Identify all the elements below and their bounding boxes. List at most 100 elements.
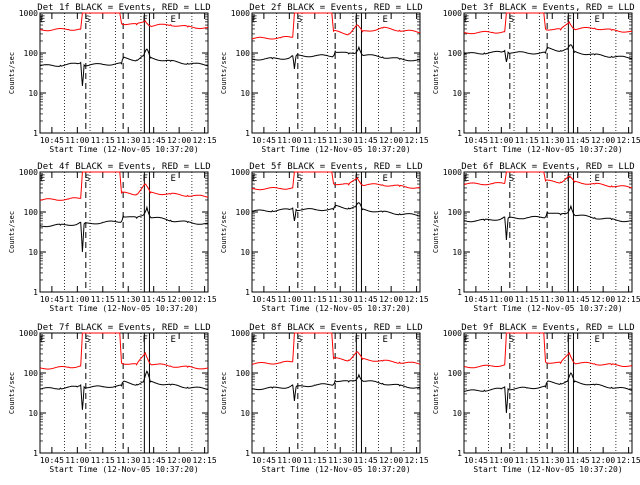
marker-e: E [252,174,257,184]
x-tick-label: 11:15 [303,295,327,304]
panel-title: Det 9f BLACK = Events, RED = LLD [461,323,634,333]
series-events-line [40,205,209,253]
y-tick-label: 1 [33,129,38,138]
series-events-line [39,48,209,87]
x-tick-label: 11:30 [116,456,140,465]
x-axis-label: Start Time (12-Nov-05 10:37:20) [49,145,198,154]
marker-s: S [297,335,302,345]
y-tick-label: 1 [245,449,250,458]
x-axis-label: Start Time (12-Nov-05 10:37:20) [261,145,410,154]
series-lld-line [251,12,421,40]
plot-frame [463,332,633,454]
panel-9: Det 9f BLACK = Events, RED = LLD 1 10 100 10… [432,323,640,474]
plot-frame [251,171,421,293]
y-tick-label: 1000 [443,9,462,18]
marker-f: F [567,335,572,345]
x-tick-label: 12:00 [591,456,615,465]
marker-f: F [567,174,572,184]
x-tick-label: 12:15 [405,456,429,465]
panel-title: Det 7f BLACK = Events, RED = LLD [37,323,210,333]
marker-e: E [464,335,469,345]
x-tick-label: 11:30 [328,295,352,304]
marker-e: E [464,174,469,184]
panel-title: Det 8f BLACK = Events, RED = LLD [249,323,422,333]
x-tick-label: 10:45 [252,456,276,465]
x-tick-label: 10:45 [40,456,64,465]
panel-6: Det 6f BLACK = Events, RED = LLD 1 10 100 10… [432,162,640,313]
y-tick-label: 100 [448,208,463,217]
y-tick-label: 1000 [443,168,462,177]
y-tick-label: 10 [28,248,38,257]
x-tick-label: 12:15 [617,295,640,304]
x-tick-label: 11:45 [142,136,166,145]
x-tick-label: 12:15 [617,456,640,465]
x-tick-label: 10:45 [464,295,488,304]
marker-e: E [383,15,388,25]
x-tick-label: 11:30 [116,295,140,304]
y-tick-label: 100 [24,49,39,58]
x-tick-label: 11:45 [142,295,166,304]
series-events-line [40,370,209,410]
series-lld-line [463,332,633,369]
x-tick-label: 11:15 [91,136,115,145]
y-tick-label: 1 [457,449,462,458]
x-tick-label: 11:15 [515,295,539,304]
marker-e: E [171,174,176,184]
x-tick-label: 11:45 [566,295,590,304]
marker-e: E [171,335,176,345]
panel-3: Det 3f BLACK = Events, RED = LLD 1 10 100 10… [432,3,640,154]
marker-f: F [567,15,572,25]
x-tick-label: 11:15 [303,136,327,145]
panel-title: Det 2f BLACK = Events, RED = LLD [249,3,422,13]
x-tick-label: 12:15 [193,295,217,304]
plot-frame [463,12,633,134]
marker-s: S [297,174,302,184]
x-tick-label: 10:45 [252,295,276,304]
y-tick-label: 100 [236,369,251,378]
x-tick-label: 11:00 [277,295,301,304]
series-lld-line [39,171,209,201]
y-tick-label: 1 [33,449,38,458]
y-tick-label: 1000 [231,329,250,338]
y-tick-label: 1 [457,129,462,138]
series-lld-line [39,12,209,32]
panel-1: Det 1f BLACK = Events, RED = LLD 1 10 100 10… [8,3,217,154]
marker-s: S [509,15,514,25]
x-axis-label: Start Time (12-Nov-05 10:37:20) [473,465,622,474]
x-axis-label: Start Time (12-Nov-05 10:37:20) [261,465,410,474]
marker-e: E [252,335,257,345]
y-axis-label: Counts/sec [8,52,16,94]
series-events-line [463,204,633,241]
x-tick-label: 11:30 [540,295,564,304]
panel-2: Det 2f BLACK = Events, RED = LLD 1 10 100 10… [220,3,429,154]
marker-e: E [40,15,45,25]
x-tick-label: 12:15 [405,136,429,145]
x-tick-label: 12:00 [379,295,403,304]
y-axis-label: Counts/sec [8,211,16,253]
y-tick-label: 10 [452,409,462,418]
marker-e: E [40,174,45,184]
x-tick-label: 11:45 [354,295,378,304]
marker-e: E [40,335,45,345]
x-tick-label: 10:45 [252,136,276,145]
x-tick-label: 10:45 [464,136,488,145]
x-tick-label: 10:45 [40,295,64,304]
y-tick-label: 1000 [443,329,462,338]
marker-s: S [509,335,514,345]
x-tick-label: 12:15 [617,136,640,145]
marker-e: E [595,174,600,184]
marker-e: E [383,174,388,184]
y-tick-label: 1 [33,288,38,297]
y-tick-label: 10 [240,409,250,418]
x-tick-label: 10:45 [464,456,488,465]
x-tick-label: 12:00 [167,456,191,465]
x-tick-label: 11:30 [328,136,352,145]
x-tick-label: 11:00 [65,456,89,465]
series-lld-line [463,12,633,35]
y-tick-label: 1000 [19,329,38,338]
panel-title: Det 6f BLACK = Events, RED = LLD [461,162,634,172]
x-tick-label: 11:45 [142,456,166,465]
plot-frame [39,171,209,293]
